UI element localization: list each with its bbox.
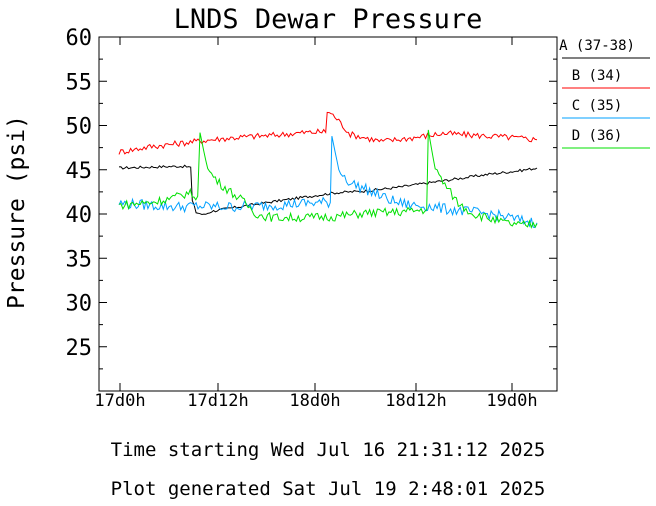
y-tick-label: 40 bbox=[66, 203, 93, 228]
legend-label: B (34) bbox=[572, 68, 623, 84]
legend-label: C (35) bbox=[572, 98, 623, 114]
y-axis-label: Pressure (psi) bbox=[4, 115, 30, 309]
y-tick-label: 50 bbox=[66, 115, 93, 140]
series-line-d bbox=[118, 129, 538, 229]
series-line-c bbox=[118, 136, 538, 229]
legend: A (37-38) B (34) C (35) D (36) bbox=[559, 38, 650, 149]
y-tick-label: 25 bbox=[66, 336, 93, 361]
x-tick-label: 17d12h bbox=[187, 391, 248, 411]
x-tick-label: 18d0h bbox=[289, 391, 340, 411]
x-tick-label: 18d12h bbox=[385, 391, 446, 411]
time-start-label: Time starting Wed Jul 16 21:31:12 2025 bbox=[111, 439, 546, 461]
x-axis-ticks: 17d0h 17d12h 18d0h 18d12h 19d0h bbox=[94, 37, 538, 411]
series-line-b bbox=[118, 111, 538, 155]
legend-label: D (36) bbox=[572, 128, 623, 144]
plot-frame bbox=[98, 36, 558, 392]
y-tick-label: 45 bbox=[66, 159, 93, 184]
y-tick-label: 35 bbox=[66, 247, 93, 272]
y-tick-label: 30 bbox=[66, 292, 93, 317]
x-tick-label: 17d0h bbox=[94, 391, 145, 411]
chart-title: LNDS Dewar Pressure bbox=[174, 4, 483, 35]
x-tick-label: 19d0h bbox=[486, 391, 537, 411]
series-line-a bbox=[118, 164, 538, 216]
series-lines bbox=[118, 111, 538, 229]
plot-generated-label: Plot generated Sat Jul 19 2:48:01 2025 bbox=[111, 478, 546, 500]
y-tick-label: 60 bbox=[66, 26, 93, 51]
legend-label: A (37-38) bbox=[559, 38, 635, 54]
y-tick-label: 55 bbox=[66, 70, 93, 95]
y-axis-ticks: 25 30 35 40 45 50 55 60 bbox=[66, 26, 557, 370]
